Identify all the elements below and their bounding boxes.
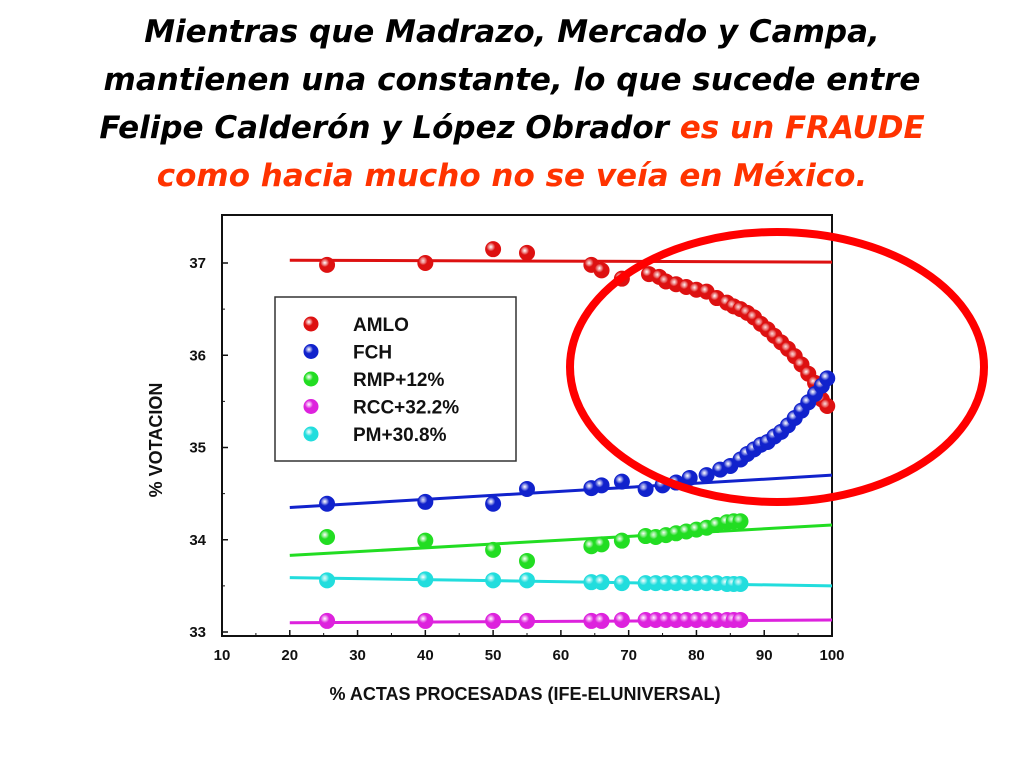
legend-label: PM+30.8%: [353, 425, 447, 446]
x-tick-label: 30: [349, 647, 366, 664]
x-tick-label: 100: [819, 647, 844, 664]
data-point-pm-30-8: [417, 571, 434, 588]
data-point-amlo: [319, 256, 336, 273]
highlight-layer: [566, 228, 988, 506]
legend-label: RCC+32.2%: [353, 398, 459, 419]
x-tick-label: 70: [620, 647, 637, 664]
data-point-fch: [519, 481, 535, 498]
data-point-rcc-32-2: [613, 612, 630, 629]
x-axis-title: % ACTAS PROCESADAS (IFE-ELUNIVERSAL): [329, 684, 720, 704]
headline: Mientras que Madrazo, Mercado y Campa, m…: [0, 8, 1024, 200]
data-point-fch: [681, 469, 698, 486]
y-tick-label: 34: [189, 532, 206, 549]
data-point-pm-30-8: [319, 572, 336, 589]
x-tick-label: 80: [688, 647, 705, 664]
headline-line-3-black: Felipe Calderón y López Obrador: [99, 110, 669, 146]
data-point-pm-30-8: [613, 575, 630, 592]
legend-marker: [303, 426, 319, 442]
data-point-amlo: [417, 255, 434, 271]
headline-line-2: mantienen una constante, lo que sucede e…: [103, 62, 921, 98]
legend: AMLO FCH RMP+12% RCC+32.2% PM+30.8%: [274, 296, 517, 462]
data-point-fch: [485, 495, 502, 512]
headline-line-3-red: es un FRAUDE: [679, 110, 925, 146]
data-point-amlo: [593, 262, 610, 279]
legend-label: FCH: [353, 343, 392, 364]
y-tick-label: 36: [189, 347, 206, 364]
data-point-rcc-32-2: [593, 612, 610, 629]
headline-line-4-red: como hacia mucho no se veía en México.: [156, 158, 868, 194]
data-point-rcc-32-2: [485, 612, 502, 629]
data-point-rmp-12: [485, 541, 502, 558]
legend-marker: [303, 344, 319, 359]
y-axis-title: % VOTACION: [146, 383, 166, 498]
x-tick-label: 90: [756, 647, 773, 664]
y-tick-label: 37: [189, 255, 206, 272]
data-point-rcc-32-2: [319, 612, 336, 629]
data-point-amlo: [819, 397, 836, 414]
trend-line-amlo: [289, 258, 833, 264]
headline-line-1: Mientras que Madrazo, Mercado y Campa,: [144, 14, 880, 50]
x-tick-label: 60: [553, 647, 570, 664]
data-point-rcc-32-2: [732, 612, 749, 629]
data-point-rmp-12: [319, 528, 336, 545]
data-point-amlo: [485, 241, 502, 258]
x-tick-label: 20: [281, 647, 298, 664]
data-point-fch: [819, 370, 836, 387]
data-point-pm-30-8: [519, 572, 535, 589]
y-tick-label: 35: [189, 440, 206, 457]
legend-marker: [303, 316, 319, 332]
data-point-rmp-12: [732, 513, 749, 530]
data-point-pm-30-8: [485, 572, 502, 589]
data-point-rcc-32-2: [417, 612, 434, 629]
legend-marker: [303, 399, 319, 414]
x-tick-label: 10: [214, 647, 231, 664]
data-point-fch: [698, 467, 715, 484]
data-point-amlo: [519, 244, 535, 261]
legend-marker: [303, 371, 319, 387]
headline-line-3: Felipe Calderón y López Obrador es un FR…: [0, 104, 1024, 152]
data-point-fch: [319, 495, 336, 512]
data-point-rmp-12: [519, 552, 535, 569]
data-point-fch: [637, 481, 654, 498]
data-point-rmp-12: [613, 532, 630, 549]
data-point-pm-30-8: [593, 574, 610, 591]
legend-label: RMP+12%: [353, 370, 444, 391]
data-point-fch: [593, 477, 610, 494]
data-point-rcc-32-2: [519, 612, 535, 629]
x-tick-label: 50: [485, 647, 502, 664]
data-point-rmp-12: [593, 536, 610, 553]
data-point-rmp-12: [417, 532, 434, 549]
x-tick-label: 40: [417, 647, 434, 664]
data-point-fch: [417, 493, 434, 510]
data-point-pm-30-8: [732, 576, 749, 593]
legend-label: AMLO: [353, 315, 409, 336]
trend-line-rmp-12: [289, 523, 833, 557]
data-point-fch: [613, 473, 630, 490]
y-tick-label: 33: [189, 624, 206, 641]
highlight-ellipse: [566, 228, 988, 506]
trend-line-fch: [289, 473, 833, 509]
